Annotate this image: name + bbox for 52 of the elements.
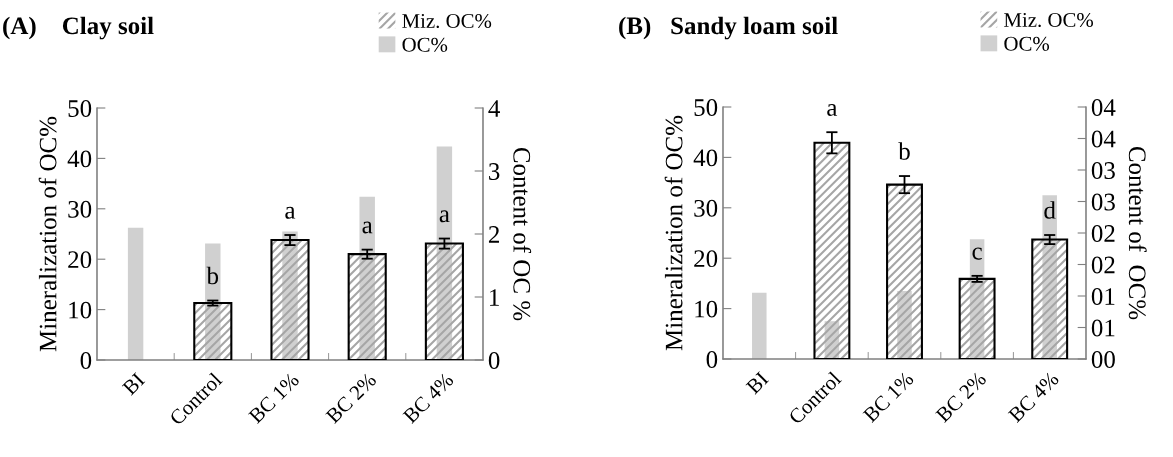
legend-label: OC% (402, 37, 448, 52)
y2-tick-label: 3 (489, 163, 500, 180)
x-tick-label: BC 4% (402, 372, 455, 425)
y-tick-label: 0 (80, 352, 92, 369)
y2-tick-label: 04 (1091, 130, 1116, 148)
y2-tick-label: 4 (488, 100, 500, 117)
y2-tick-label: 02 (1091, 256, 1115, 274)
y-tick-label: 50 (68, 100, 92, 117)
y-tick-label: 20 (694, 250, 718, 268)
y-tick-label: 30 (694, 199, 718, 217)
legend-label: Miz. OC% (1004, 12, 1094, 28)
annotation: a (827, 104, 838, 117)
y2-tick-label: 04 (1091, 99, 1116, 116)
chart-title: (A) Clay soil (3, 16, 154, 40)
y-axis-title: Mineralization of OC% (664, 115, 683, 351)
x-tick-label: BC 1% (247, 372, 300, 425)
y2-tick-label: 1 (490, 289, 499, 306)
y2-tick-label: 01 (1091, 319, 1115, 337)
y2-tick-label: 03 (1091, 193, 1115, 211)
y2-tick-label: 00 (1091, 351, 1115, 368)
chart-title: (B) Sandy loam soil (619, 16, 838, 40)
x-tick-label: BC 2% (325, 372, 378, 425)
y2-axis-title: Content of OC % (513, 147, 532, 321)
annotation: b (898, 142, 910, 160)
y-tick-label: 30 (68, 200, 92, 218)
x-tick-label: BC 1% (862, 371, 915, 424)
y2-tick-label: 0 (488, 352, 500, 369)
y2-axis-title: Content of OC% (1128, 146, 1147, 320)
legend-label: Miz. OC% (402, 13, 492, 29)
x-tick-label: BI (745, 371, 770, 395)
y-tick-label: 20 (68, 251, 92, 269)
y-tick-label: 50 (694, 99, 718, 116)
annotation: a (362, 221, 373, 234)
y2-tick-label: 02 (1091, 225, 1115, 242)
y-tick-label: 40 (67, 150, 92, 168)
y-tick-label: 0 (706, 351, 718, 368)
annotation: a (439, 210, 450, 223)
legend-label: OC% (1004, 36, 1050, 51)
y-tick-label: 40 (693, 149, 718, 167)
x-tick-label: BC 2% (934, 371, 988, 424)
x-tick-label: BI (121, 372, 146, 396)
annotation: d (1044, 201, 1056, 219)
annotation: c (972, 247, 982, 260)
y-axis-title: Mineralization of OC% (38, 116, 57, 352)
y-tick-label: 10 (695, 300, 718, 318)
y-tick-label: 10 (69, 301, 92, 319)
y2-tick-label: 03 (1091, 162, 1115, 179)
annotation: b (206, 266, 219, 285)
annotation: a (285, 206, 296, 219)
y2-tick-label: 01 (1091, 288, 1115, 305)
x-tick-label: BC 4% (1007, 371, 1060, 424)
y2-tick-label: 2 (488, 226, 499, 243)
